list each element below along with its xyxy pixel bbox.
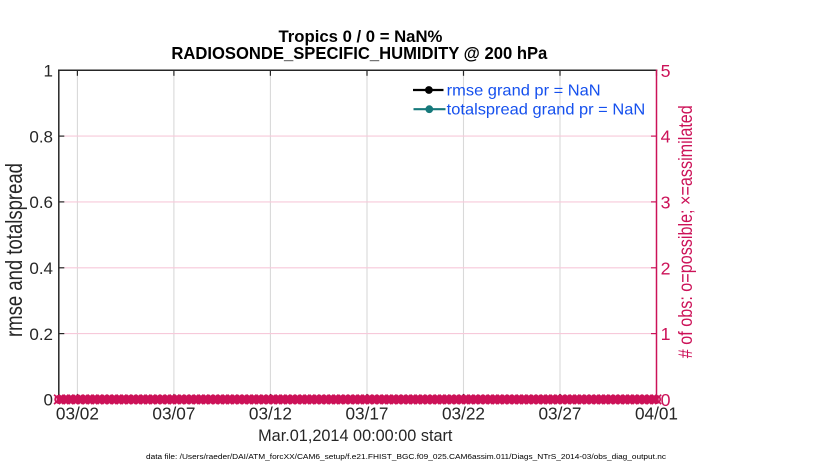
svg-text:0: 0 [661, 390, 671, 410]
svg-text:0.4: 0.4 [29, 259, 53, 278]
svg-text:0: 0 [44, 391, 53, 410]
svg-text:1: 1 [661, 324, 671, 344]
svg-text:rmse grand pr = NaN: rmse grand pr = NaN [447, 82, 601, 99]
svg-text:0.6: 0.6 [29, 193, 53, 212]
svg-text:03/17: 03/17 [345, 404, 388, 424]
svg-text:0.2: 0.2 [29, 325, 53, 344]
svg-text:4: 4 [661, 127, 671, 147]
svg-text:rmse and totalspread: rmse and totalspread [1, 163, 27, 337]
svg-text:03/02: 03/02 [56, 404, 99, 424]
svg-text:0.8: 0.8 [29, 127, 53, 146]
svg-text:RADIOSONDE_SPECIFIC_HUMIDITY @: RADIOSONDE_SPECIFIC_HUMIDITY @ 200 hPa [171, 43, 547, 63]
svg-text:Tropics 0 / 0 = NaN%: Tropics 0 / 0 = NaN% [279, 28, 443, 46]
svg-text:Mar.01,2014 00:00:00 start: Mar.01,2014 00:00:00 start [258, 426, 453, 445]
svg-text:2: 2 [661, 258, 671, 278]
svg-text:03/27: 03/27 [538, 404, 581, 424]
svg-text:5: 5 [661, 61, 671, 81]
svg-text:1: 1 [44, 62, 53, 81]
svg-text:03/07: 03/07 [152, 404, 195, 424]
svg-text:04/01: 04/01 [635, 404, 678, 424]
svg-text:# of obs: o=possible; ×=assimi: # of obs: o=possible; ×=assimilated [676, 105, 697, 358]
svg-text:03/22: 03/22 [442, 404, 485, 424]
svg-text:3: 3 [661, 192, 671, 212]
svg-text:03/12: 03/12 [249, 404, 292, 424]
svg-text:data file: /Users/raeder/DAI/A: data file: /Users/raeder/DAI/ATM_forcXX/… [146, 452, 666, 461]
svg-text:totalspread grand pr = NaN: totalspread grand pr = NaN [447, 102, 646, 119]
